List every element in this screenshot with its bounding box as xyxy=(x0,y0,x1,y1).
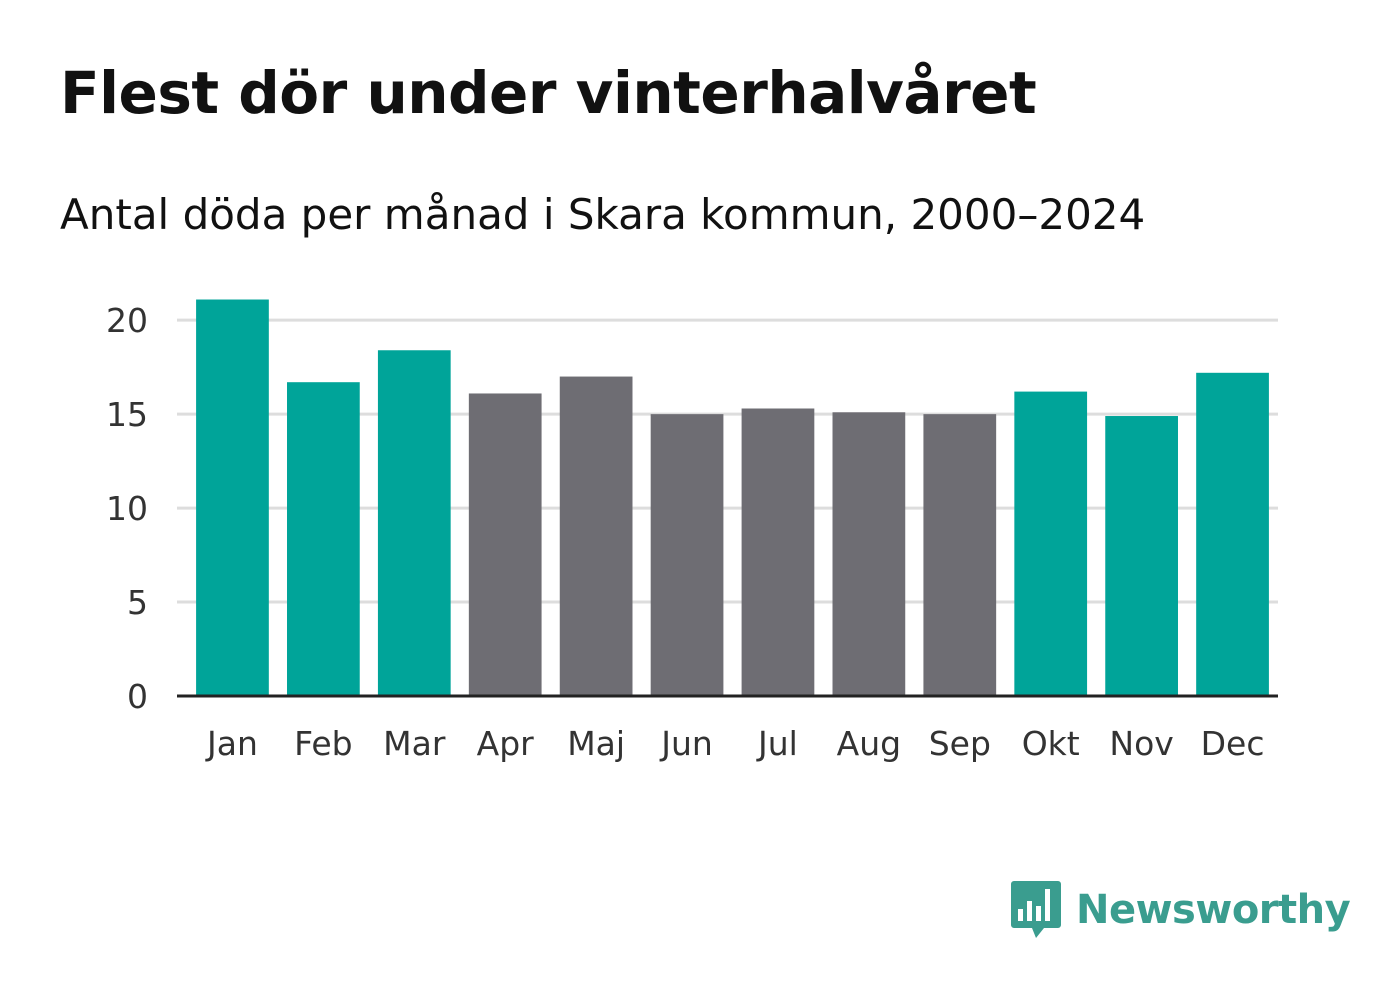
x-tick-label: Sep xyxy=(929,724,991,763)
chart-title: Flest dör under vinterhalvåret xyxy=(60,59,1037,127)
x-tick-label: Mar xyxy=(383,724,446,763)
bar-aug xyxy=(832,412,906,696)
newsworthy-logo-icon xyxy=(1011,881,1061,938)
bar-nov xyxy=(1105,416,1178,696)
x-tick-label: Feb xyxy=(294,724,352,763)
bar-apr xyxy=(468,393,542,696)
gridlines xyxy=(177,318,1278,604)
bar-mar xyxy=(377,350,451,696)
bar-jun xyxy=(650,414,724,696)
bars xyxy=(196,299,1269,696)
x-tick-label: Jun xyxy=(659,724,713,763)
x-tick-label: Dec xyxy=(1201,724,1265,763)
y-tick-label: 10 xyxy=(106,489,148,528)
bar-feb xyxy=(287,382,360,696)
bar-dec xyxy=(1196,372,1269,696)
y-tick-label: 15 xyxy=(106,395,148,434)
chart-subtitle: Antal döda per månad i Skara kommun, 200… xyxy=(60,190,1146,239)
x-tick-label: Jul xyxy=(756,724,798,763)
y-axis-ticks: 0 5 10 15 20 xyxy=(106,301,148,716)
x-axis-ticks: Jan Feb Mar Apr Maj Jun Jul Aug Sep Okt Nov Dec xyxy=(205,724,1264,763)
x-tick-label: Apr xyxy=(477,724,535,763)
x-tick-label: Okt xyxy=(1022,724,1080,763)
y-tick-label: 0 xyxy=(127,677,148,716)
x-tick-label: Aug xyxy=(837,724,901,763)
brand: Newsworthy xyxy=(1010,878,1351,942)
bar-jan xyxy=(196,299,269,696)
bar-jul xyxy=(741,408,815,696)
y-tick-label: 20 xyxy=(106,301,148,340)
bar-okt xyxy=(1014,391,1088,696)
bar-sep xyxy=(923,414,997,696)
x-tick-label: Nov xyxy=(1109,724,1173,763)
x-tick-label: Jan xyxy=(205,724,258,763)
brand-name: Newsworthy xyxy=(1076,887,1351,933)
x-tick-label: Maj xyxy=(567,724,625,763)
bar-maj xyxy=(559,376,633,696)
y-tick-label: 5 xyxy=(127,583,148,622)
